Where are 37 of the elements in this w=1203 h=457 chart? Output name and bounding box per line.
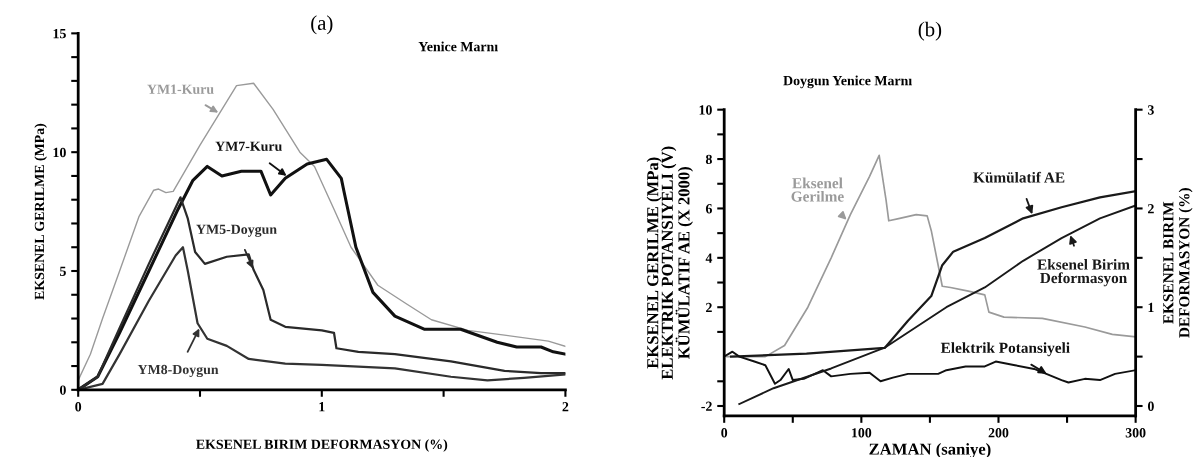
- series-label: Elektrik Potansiyeli: [940, 342, 1070, 357]
- chart-title: (a): [311, 15, 333, 35]
- y2-axis-title: EKSENEL BIRIM DEFORMASYON (%): [1163, 188, 1193, 338]
- line-series: [726, 154, 1136, 358]
- x-tick-label: 0: [75, 402, 82, 412]
- y2-tick-label: 2: [1148, 204, 1154, 214]
- y-tick-label: 2: [706, 302, 712, 313]
- y-axis-title: EKSENEL GERILME (MPa): [34, 123, 47, 300]
- series-label: YM1-Kuru: [147, 84, 214, 94]
- x-tick-label: 1: [319, 402, 325, 412]
- y-tick-label: 0: [59, 385, 66, 395]
- y-tick-label: 4: [705, 253, 713, 263]
- series-label: Eksenel Gerilme: [791, 177, 844, 202]
- x-tick-label: 300: [1125, 428, 1146, 438]
- legend-label: Eksenel Birim Deformasyon: [1037, 258, 1130, 287]
- y-tick-label: 8: [705, 154, 712, 165]
- x-tick-label: 2: [562, 402, 569, 412]
- x-tick-label: 100: [852, 428, 872, 438]
- y-tick-label: 6: [705, 204, 712, 214]
- legend-label: YM8-Doygun: [137, 364, 219, 378]
- chart-subtitle: Doygun Yenice Marnı: [783, 75, 912, 89]
- series-label: YM5-Doygun: [196, 224, 277, 237]
- chart-title: (b): [918, 21, 942, 41]
- y2-tick-label: 3: [1147, 105, 1154, 115]
- y-tick-label: 10: [53, 147, 66, 158]
- y-tick-label: 15: [53, 29, 66, 39]
- chart-subtitle: Yenice Marnı: [418, 41, 498, 52]
- series-label: YM7-Kuru: [215, 141, 282, 151]
- x-tick-label: 200: [988, 428, 1009, 438]
- y-axis-title: EKSENEL GERILME (MPa) ELEKTRIK POTANSIYELI (V) KÜMÜLATIF AE (X 2000): [646, 146, 693, 380]
- x-axis-title: EKSENEL BIRIM DEFORMASYON (%): [196, 439, 448, 452]
- x-tick-label: 0: [721, 428, 728, 438]
- y-tick-label: -2: [701, 401, 712, 411]
- y-tick-label: 5: [60, 266, 66, 276]
- series-label: Kümülatif AE: [973, 171, 1065, 183]
- y2-tick-label: 1: [1148, 302, 1154, 313]
- y-tick-label: 10: [699, 105, 712, 115]
